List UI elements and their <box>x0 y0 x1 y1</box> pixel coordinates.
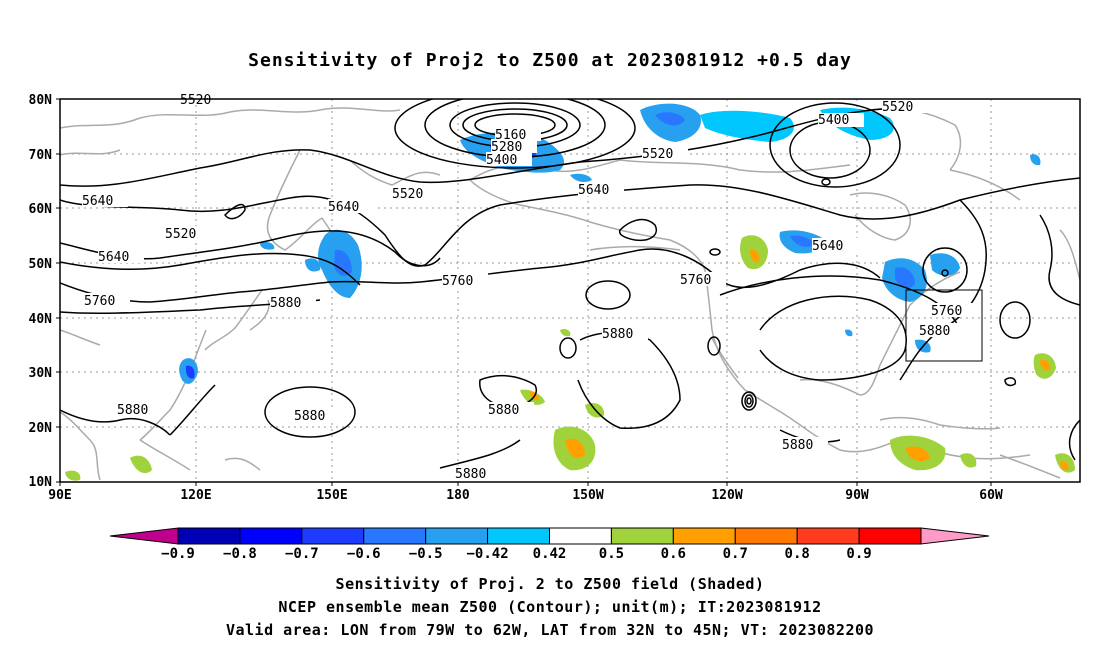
contour-label: 5880 <box>919 324 950 339</box>
colorbar-label: 0.8 <box>785 546 810 562</box>
contour-label: 5520 <box>882 100 913 115</box>
colorbar-label: 0.6 <box>661 546 686 562</box>
contour-label: 5520 <box>392 187 423 202</box>
colorbar-labels: −0.9 −0.8 −0.7 −0.6 −0.5 −0.42 0.42 0.5 0.6 0.7 0.… <box>161 546 872 562</box>
lon-label: 90E <box>48 488 71 503</box>
lat-label: 20N <box>29 421 53 436</box>
map-frame <box>59 98 1081 483</box>
colorbar-right-triangle <box>920 527 990 545</box>
lat-label: 40N <box>29 312 53 327</box>
colorbar-cell <box>858 527 922 545</box>
colorbar-label: 0.9 <box>846 546 871 562</box>
contour-label: 5400 <box>818 113 849 128</box>
colorbar-label: 0.7 <box>723 546 748 562</box>
positive-sensitivity-shading <box>65 235 1075 481</box>
contour-label: 5640 <box>578 183 609 198</box>
z500-contours <box>60 99 1080 469</box>
contour-label: 5880 <box>782 438 813 453</box>
colorbar-cell <box>796 527 860 545</box>
valid-area-box <box>905 289 983 362</box>
lat-label: 50N <box>29 257 53 272</box>
colorbar-label: 0.5 <box>599 546 624 562</box>
latitude-labels: 80N 70N 60N 50N 40N 30N 20N 10N <box>29 93 53 490</box>
lat-label: 70N <box>29 148 53 163</box>
lon-label: 90W <box>845 488 869 503</box>
contour-label: 5880 <box>602 327 633 342</box>
contour-labels: 5520 5520 5400 5160 5280 5400 5520 5640 … <box>82 93 977 482</box>
colorbar-label: −0.9 <box>161 546 195 562</box>
colorbar-label: −0.42 <box>467 546 509 562</box>
lat-label: 30N <box>29 366 53 381</box>
contour-label: 5520 <box>642 147 673 162</box>
contour-label: 5760 <box>442 274 473 289</box>
contour-label: 5880 <box>488 403 519 418</box>
contour-label: 5520 <box>180 93 211 108</box>
colorbar-cell <box>425 527 489 545</box>
colorbar-cell <box>734 527 798 545</box>
lon-label: 120W <box>711 488 742 503</box>
colorbar-cell <box>487 527 551 545</box>
contour-label: 5760 <box>84 294 115 309</box>
contour-label: 5760 <box>931 304 962 319</box>
lon-label: 120E <box>180 488 211 503</box>
contour-label: 5640 <box>98 250 129 265</box>
colorbar-cell <box>301 527 365 545</box>
contour-label: 5640 <box>812 239 843 254</box>
colorbar: −0.9 −0.8 −0.7 −0.6 −0.5 −0.42 0.42 0.5 0.6 0.7 0.… <box>109 527 990 562</box>
contour-label: 5640 <box>82 194 113 209</box>
contour-label: 5280 <box>491 140 522 155</box>
contour-label: 5400 <box>486 153 517 168</box>
caption-line-2: NCEP ensemble mean Z500 (Contour); unit(… <box>278 598 822 616</box>
colorbar-cells <box>177 527 922 545</box>
colorbar-label: −0.7 <box>285 546 319 562</box>
colorbar-label: −0.6 <box>347 546 381 562</box>
colorbar-label: −0.5 <box>409 546 443 562</box>
lon-label: 150E <box>316 488 347 503</box>
lat-label: 80N <box>29 93 53 108</box>
caption-line-3: Valid area: LON from 79W to 62W, LAT fro… <box>225 621 875 639</box>
colorbar-cell <box>239 527 303 545</box>
longitude-labels: 90E 120E 150E 180 150W 120W 90W 60W <box>48 488 1003 503</box>
colorbar-cell <box>610 527 674 545</box>
lon-label: 60W <box>979 488 1003 503</box>
contour-label: 5880 <box>117 403 148 418</box>
lon-label: 150W <box>572 488 603 503</box>
colorbar-cell <box>363 527 427 545</box>
lat-label: 10N <box>29 475 53 490</box>
colorbar-label: −0.8 <box>223 546 257 562</box>
contour-label: 5880 <box>455 467 486 482</box>
contour-label: 5640 <box>328 200 359 215</box>
colorbar-cell <box>177 527 241 545</box>
contour-label: 5760 <box>680 273 711 288</box>
colorbar-left-triangle <box>109 527 179 545</box>
contour-label: 5880 <box>270 296 301 311</box>
contour-label: 5880 <box>294 409 325 424</box>
lat-label: 60N <box>29 202 53 217</box>
chart-title: Sensitivity of Proj2 to Z500 at 20230819… <box>248 50 852 71</box>
colorbar-cell <box>549 527 612 545</box>
caption-line-1: Sensitivity of Proj. 2 to Z500 field (Sh… <box>335 575 765 593</box>
colorbar-label: 0.42 <box>533 546 567 562</box>
tick-marks <box>56 98 992 486</box>
contour-label: 5520 <box>165 227 196 242</box>
colorbar-cell <box>672 527 736 545</box>
lon-label: 180 <box>446 488 470 503</box>
